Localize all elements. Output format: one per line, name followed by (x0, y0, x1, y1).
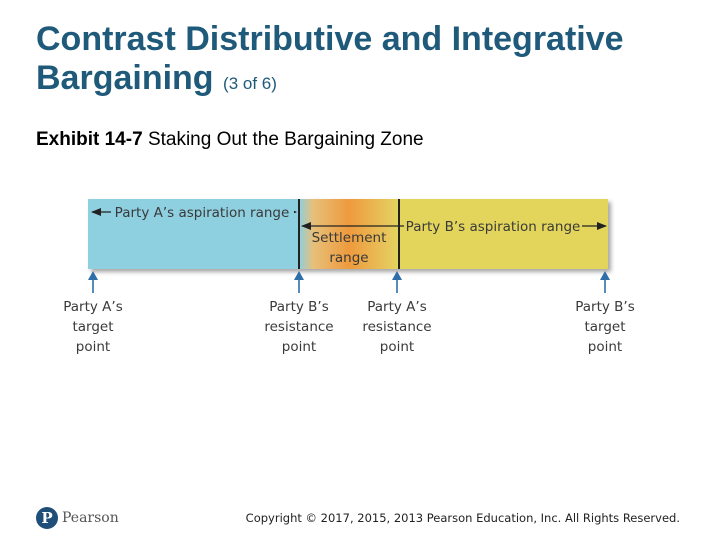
party-b-aspiration-label: Party B’s aspiration range (406, 219, 581, 235)
point-label-line2: resistance (264, 319, 333, 335)
point-party-a-resistance: Party A’s resistance point (362, 271, 432, 355)
settlement-band (299, 199, 399, 269)
title-line-1: Contrast Distributive and Integrative (36, 20, 624, 58)
point-label-line2: resistance (362, 319, 431, 335)
arrow-head-icon (600, 271, 610, 280)
point-label-line1: Party A’s (63, 299, 123, 315)
point-label-line3: point (588, 339, 622, 355)
party-a-aspiration-range: Party A’s aspiration range (91, 203, 297, 221)
party-b-aspiration-range: Party B’s aspiration range (301, 217, 607, 235)
party-a-label-bg (111, 203, 294, 221)
party-a-aspiration-label: Party A’s aspiration range (115, 205, 290, 221)
settlement-range: Settlement range (312, 230, 387, 266)
arrow-head-icon (392, 271, 402, 280)
reference-points: Party A’s target point Party B’s resista… (63, 271, 635, 355)
title-suffix: (3 of 6) (223, 74, 277, 93)
point-label-line1: Party B’s (575, 299, 635, 315)
exhibit-title: Staking Out the Bargaining Zone (147, 129, 424, 150)
pearson-logo: P Pearson (36, 507, 119, 529)
point-party-b-resistance: Party B’s resistance point (264, 271, 334, 355)
point-label-line2: target (72, 319, 113, 335)
point-label-line3: point (76, 339, 110, 355)
exhibit-caption: Exhibit 14-7 Staking Out the Bargaining … (36, 128, 424, 152)
slide-title: Contrast Distributive and Integrative Ba… (36, 20, 696, 103)
point-party-b-target: Party B’s target point (575, 271, 635, 355)
pearson-p-icon: P (36, 507, 58, 529)
arrow-head-icon (88, 271, 98, 280)
party-b-label-bg (404, 217, 582, 235)
settlement-label-line2: range (329, 250, 368, 266)
pearson-wordmark: Pearson (62, 510, 119, 526)
exhibit-number: Exhibit 14-7 (36, 129, 143, 150)
settlement-label-line1: Settlement (312, 230, 387, 246)
point-label-line1: Party B’s (269, 299, 329, 315)
point-label-line3: point (380, 339, 414, 355)
point-label-line1: Party A’s (367, 299, 427, 315)
title-line-2: Bargaining (36, 59, 214, 97)
copyright-notice: Copyright © 2017, 2015, 2013 Pearson Edu… (245, 511, 680, 525)
point-label-line3: point (282, 339, 316, 355)
point-party-a-target: Party A’s target point (63, 271, 123, 355)
arrow-head-icon (294, 271, 304, 280)
point-label-line2: target (584, 319, 625, 335)
